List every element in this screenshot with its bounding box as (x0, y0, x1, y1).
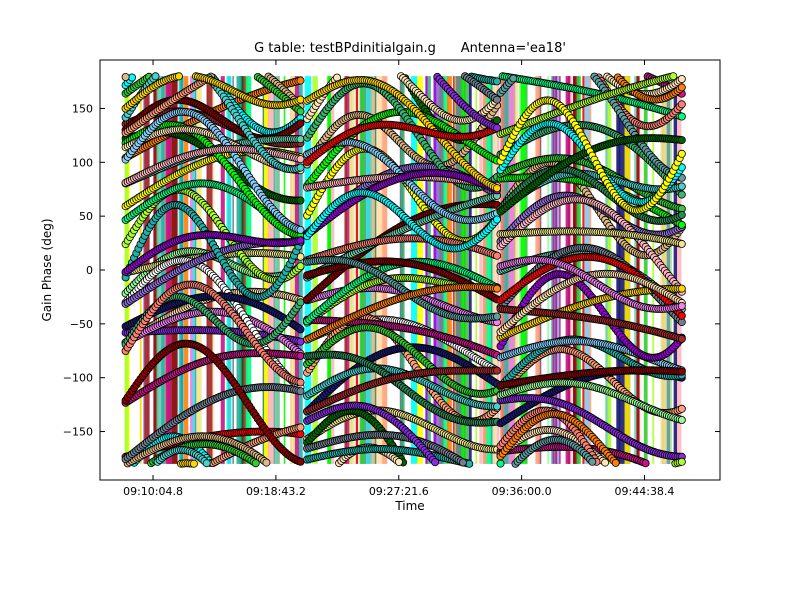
data-point (296, 196, 305, 205)
data-point (151, 72, 160, 81)
data-point (296, 337, 305, 346)
data-point (296, 163, 305, 172)
data-point (492, 95, 501, 104)
data-point (296, 135, 305, 144)
data-point (174, 72, 183, 81)
data-point (296, 155, 305, 164)
data-point (296, 325, 305, 334)
data-point (296, 351, 305, 360)
plot-area (121, 72, 686, 468)
data-point (296, 119, 305, 128)
data-point (189, 459, 198, 468)
data-point (296, 423, 305, 432)
data-point (394, 457, 403, 466)
data-point (296, 457, 305, 466)
chart-title: G table: testBPdinitialgain.g Antenna='e… (254, 41, 566, 56)
data-point (296, 95, 305, 104)
data-point (296, 387, 305, 396)
data-point (458, 458, 467, 467)
data-point (296, 236, 305, 245)
data-point (296, 298, 305, 307)
data-point (262, 458, 271, 467)
data-point (296, 378, 305, 387)
data-point (492, 77, 501, 86)
data-point (296, 107, 305, 116)
data-point (492, 251, 501, 260)
data-point (121, 73, 130, 82)
data-point (251, 459, 260, 468)
data-point (296, 225, 305, 234)
data-point (202, 459, 211, 468)
data-point (465, 459, 474, 468)
data-point (296, 76, 305, 85)
data-point (296, 262, 305, 271)
